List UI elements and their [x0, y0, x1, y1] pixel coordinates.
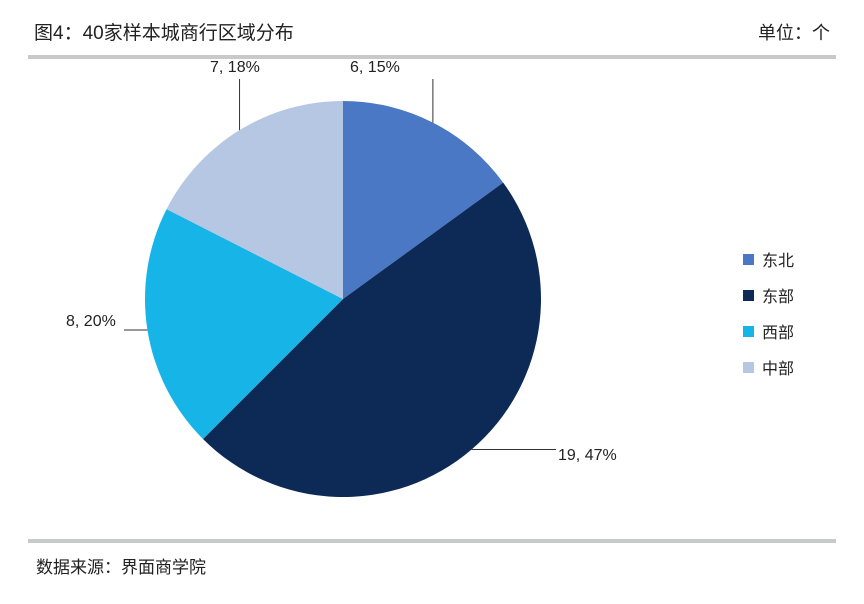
slice-label-ne: 6, 15%: [350, 59, 400, 77]
legend-label: 西部: [762, 319, 794, 343]
pie-chart: [128, 77, 558, 526]
legend-swatch: [743, 362, 754, 373]
chart-area: 6, 15% 19, 47% 8, 20% 7, 18% 东北东部西部中部: [28, 59, 836, 539]
legend-label: 东北: [762, 247, 794, 271]
legend-swatch: [743, 290, 754, 301]
legend-swatch: [743, 254, 754, 265]
chart-unit: 单位：个: [758, 19, 830, 45]
pie-svg: [128, 77, 558, 521]
legend-label: 东部: [762, 283, 794, 307]
chart-title: 图4：40家样本城商行区域分布: [34, 18, 294, 45]
legend-label: 中部: [762, 355, 794, 379]
slice-label-west: 8, 20%: [66, 313, 116, 331]
legend-item: 西部: [743, 319, 794, 343]
legend-item: 中部: [743, 355, 794, 379]
legend-item: 东北: [743, 247, 794, 271]
slice-label-central: 7, 18%: [210, 59, 260, 77]
source-text: 数据来源：界面商学院: [28, 543, 836, 578]
header: 图4：40家样本城商行区域分布 单位：个: [28, 18, 836, 51]
legend: 东北东部西部中部: [743, 235, 794, 391]
slice-label-east: 19, 47%: [558, 447, 617, 465]
legend-swatch: [743, 326, 754, 337]
chart-container: 图4：40家样本城商行区域分布 单位：个 6, 15% 19, 47% 8, 2…: [0, 0, 864, 604]
legend-item: 东部: [743, 283, 794, 307]
